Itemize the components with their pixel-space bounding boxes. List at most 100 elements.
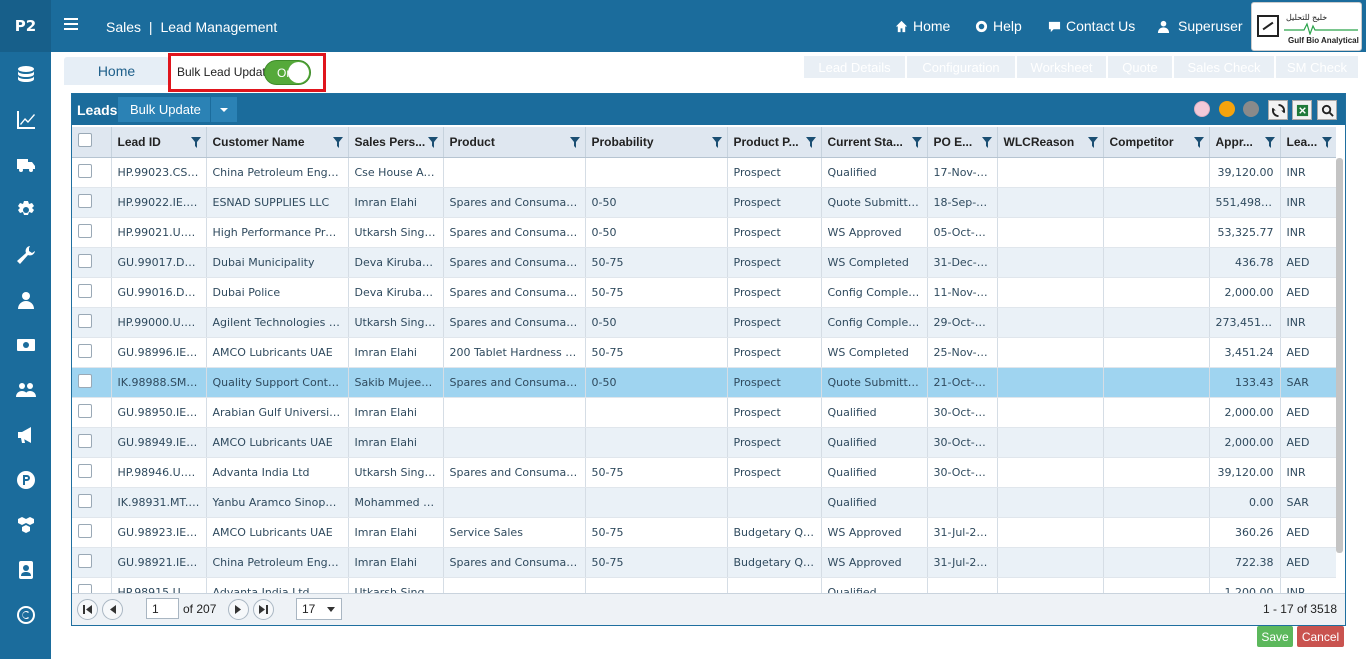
filter-icon[interactable] xyxy=(332,137,343,148)
filter-icon[interactable] xyxy=(1193,137,1204,148)
tab-quote[interactable]: Quote xyxy=(1108,56,1172,78)
column-header[interactable]: WLCReason xyxy=(997,127,1104,158)
save-button[interactable]: Save xyxy=(1257,626,1293,647)
filter-icon[interactable] xyxy=(1087,137,1098,148)
refresh-button[interactable] xyxy=(1268,100,1288,120)
column-header[interactable]: Competitor xyxy=(1103,127,1210,158)
vertical-scrollbar[interactable] xyxy=(1336,158,1343,553)
table-row[interactable]: HP.99021.U.0919 High Performance Produc..… xyxy=(72,217,1336,248)
table-row[interactable]: HP.98915.U.0719 Advanta India Ltd Utkarsh … xyxy=(72,577,1336,594)
nav-user-menu[interactable]: Superuser xyxy=(1157,18,1243,34)
next-page-button[interactable] xyxy=(228,599,249,620)
row-checkbox[interactable] xyxy=(78,373,92,388)
bulk-lead-update-toggle[interactable]: On xyxy=(264,60,311,85)
tab-configuration[interactable]: Configuration xyxy=(907,56,1015,78)
filter-icon[interactable] xyxy=(569,137,580,148)
row-checkbox[interactable] xyxy=(78,433,92,448)
nav-contact-link[interactable]: Contact Us xyxy=(1048,18,1135,34)
home-tab[interactable]: Home xyxy=(64,57,169,85)
database-icon[interactable] xyxy=(0,52,51,97)
truck-icon[interactable] xyxy=(0,142,51,187)
column-header[interactable]: Product xyxy=(443,127,586,158)
brand-logo[interactable]: P2 xyxy=(0,0,51,52)
table-row[interactable]: HP.99022.IE.0919 ESNAD SUPPLIES LLC Imran … xyxy=(72,187,1336,218)
p-circle-icon[interactable] xyxy=(0,457,51,502)
row-checkbox[interactable] xyxy=(78,223,92,238)
row-checkbox[interactable] xyxy=(78,463,92,478)
column-header[interactable]: Appr... xyxy=(1209,127,1281,158)
table-row[interactable]: GU.99016.DK.0... Dubai Police Deva Kirubak… xyxy=(72,277,1336,308)
tab-sm-check[interactable]: SM Check xyxy=(1276,56,1358,78)
cubes-icon[interactable] xyxy=(0,502,51,547)
status-dot-grey[interactable] xyxy=(1243,101,1259,117)
gear-icon[interactable] xyxy=(0,187,51,232)
column-header[interactable]: Lea... xyxy=(1280,127,1336,158)
search-button[interactable] xyxy=(1317,100,1337,120)
column-header[interactable]: Sales Pers... xyxy=(348,127,444,158)
table-row[interactable]: IK.98988.SM.08... Quality Support Cont. E… xyxy=(72,367,1336,398)
column-header[interactable]: Lead ID xyxy=(111,127,207,158)
status-dot-pink[interactable] xyxy=(1194,101,1210,117)
contact-card-icon[interactable] xyxy=(0,547,51,592)
table-row[interactable]: HP.99023.CS.09... China Petroleum Enginee… xyxy=(72,157,1336,188)
export-excel-button[interactable] xyxy=(1292,100,1312,120)
status-dot-orange[interactable] xyxy=(1219,101,1235,117)
table-row[interactable]: HP.98946.U.0819 Advanta India Ltd Utkarsh … xyxy=(72,457,1336,488)
filter-icon[interactable] xyxy=(711,137,722,148)
user-icon[interactable] xyxy=(0,277,51,322)
first-page-button[interactable] xyxy=(77,599,98,620)
row-checkbox[interactable] xyxy=(78,343,92,358)
row-checkbox[interactable] xyxy=(78,583,92,594)
select-all-checkbox[interactable] xyxy=(78,133,92,148)
table-row[interactable]: GU.99017.DK.0... Dubai Municipality Deva K… xyxy=(72,247,1336,278)
table-row[interactable]: GU.98921.IE.07... China Petroleum Enginee… xyxy=(72,547,1336,578)
table-row[interactable]: GU.98950.IE.08... Arabian Gulf University… xyxy=(72,397,1336,428)
page-size-select[interactable]: 17 xyxy=(296,598,342,620)
row-checkbox[interactable] xyxy=(78,313,92,328)
copyright-icon[interactable] xyxy=(0,592,51,637)
filter-icon[interactable] xyxy=(190,137,201,148)
filter-icon[interactable] xyxy=(805,137,816,148)
chart-line-icon[interactable] xyxy=(0,97,51,142)
money-icon[interactable] xyxy=(0,322,51,367)
filter-icon[interactable] xyxy=(1264,137,1275,148)
row-checkbox[interactable] xyxy=(78,163,92,178)
nav-home-link[interactable]: Home xyxy=(895,18,950,34)
column-header[interactable]: Current Sta... xyxy=(821,127,928,158)
hamburger-menu-icon[interactable] xyxy=(64,18,78,32)
row-checkbox[interactable] xyxy=(78,403,92,418)
page-number-input[interactable]: 1 xyxy=(146,598,179,619)
tab-sales-check[interactable]: Sales Check xyxy=(1174,56,1274,78)
last-page-button[interactable] xyxy=(253,599,274,620)
breadcrumb-module[interactable]: Sales xyxy=(106,19,142,35)
row-checkbox[interactable] xyxy=(78,493,92,508)
column-header[interactable]: PO E... xyxy=(927,127,998,158)
filter-icon[interactable] xyxy=(981,137,992,148)
nav-help-link[interactable]: Help xyxy=(975,18,1022,34)
wrench-icon[interactable] xyxy=(0,232,51,277)
table-row[interactable]: HP.99000.U.0819 Agilent Technologies - In… xyxy=(72,307,1336,338)
row-checkbox[interactable] xyxy=(78,553,92,568)
table-row[interactable]: GU.98949.IE.08... AMCO Lubricants UAE Imra… xyxy=(72,427,1336,458)
column-header[interactable]: Product P... xyxy=(727,127,822,158)
prev-page-button[interactable] xyxy=(102,599,123,620)
table-row[interactable]: IK.98931.MT.07...Yanbu Aramco Sinopec Re… xyxy=(72,487,1336,518)
column-header[interactable]: Probability xyxy=(585,127,728,158)
tab-worksheet[interactable]: Worksheet xyxy=(1017,56,1106,78)
tab-lead-details[interactable]: Lead Details xyxy=(804,56,905,78)
filter-icon[interactable] xyxy=(1321,137,1332,148)
table-cell xyxy=(997,547,1104,578)
bulk-update-dropdown[interactable] xyxy=(210,97,237,122)
filter-icon[interactable] xyxy=(911,137,922,148)
row-checkbox[interactable] xyxy=(78,283,92,298)
row-checkbox[interactable] xyxy=(78,193,92,208)
cancel-button[interactable]: Cancel xyxy=(1297,626,1344,647)
column-header[interactable]: Customer Name xyxy=(206,127,349,158)
row-checkbox[interactable] xyxy=(78,523,92,538)
users-icon[interactable] xyxy=(0,367,51,412)
filter-icon[interactable] xyxy=(427,137,438,148)
row-checkbox[interactable] xyxy=(78,253,92,268)
table-row[interactable]: GU.98923.IE.07... AMCO Lubricants UAE Imra… xyxy=(72,517,1336,548)
megaphone-icon[interactable] xyxy=(0,412,51,457)
table-row[interactable]: GU.98996.IE.08... AMCO Lubricants UAE Imra… xyxy=(72,337,1336,368)
